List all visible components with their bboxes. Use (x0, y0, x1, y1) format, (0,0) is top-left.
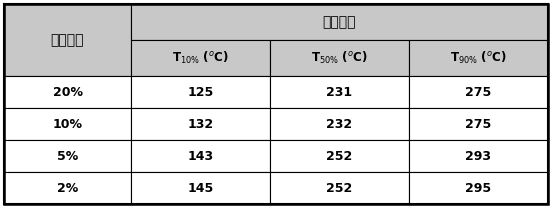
Bar (4, 172, 131, 204)
Bar (270, 40, 409, 76)
Bar (131, 140, 270, 172)
Bar (409, 108, 548, 140)
Bar (131, 172, 270, 204)
Text: 143: 143 (188, 149, 214, 163)
Text: 2%: 2% (57, 181, 78, 195)
Text: 20%: 20% (52, 85, 82, 98)
Text: 5%: 5% (57, 149, 78, 163)
Text: 252: 252 (326, 181, 353, 195)
Bar (131, 108, 270, 140)
Bar (4, 76, 131, 108)
Text: 232: 232 (326, 117, 353, 130)
Text: 293: 293 (465, 149, 491, 163)
Text: 295: 295 (465, 181, 492, 195)
Text: 氧气浓度: 氧气浓度 (51, 33, 84, 47)
Bar (409, 76, 548, 108)
Bar (270, 108, 409, 140)
Text: 132: 132 (188, 117, 214, 130)
Text: 10%: 10% (52, 117, 82, 130)
Text: 转化温度: 转化温度 (323, 15, 356, 29)
Text: T$_{90\%}$ ($^{o}$C): T$_{90\%}$ ($^{o}$C) (450, 50, 507, 66)
Text: T$_{50\%}$ ($^{o}$C): T$_{50\%}$ ($^{o}$C) (311, 50, 368, 66)
Text: 145: 145 (187, 181, 214, 195)
Bar (131, 40, 270, 76)
Bar (131, 76, 270, 108)
Text: T$_{10\%}$ ($^{o}$C): T$_{10\%}$ ($^{o}$C) (172, 50, 229, 66)
Bar (409, 140, 548, 172)
Text: 231: 231 (326, 85, 353, 98)
Bar (270, 172, 409, 204)
Bar (131, 4, 548, 40)
Bar (4, 140, 131, 172)
Text: 252: 252 (326, 149, 353, 163)
Bar (270, 140, 409, 172)
Text: 275: 275 (465, 85, 492, 98)
Bar (409, 40, 548, 76)
Text: 125: 125 (187, 85, 214, 98)
Bar (4, 4, 131, 76)
Bar (270, 76, 409, 108)
Bar (409, 172, 548, 204)
Bar (4, 108, 131, 140)
Text: 275: 275 (465, 117, 492, 130)
